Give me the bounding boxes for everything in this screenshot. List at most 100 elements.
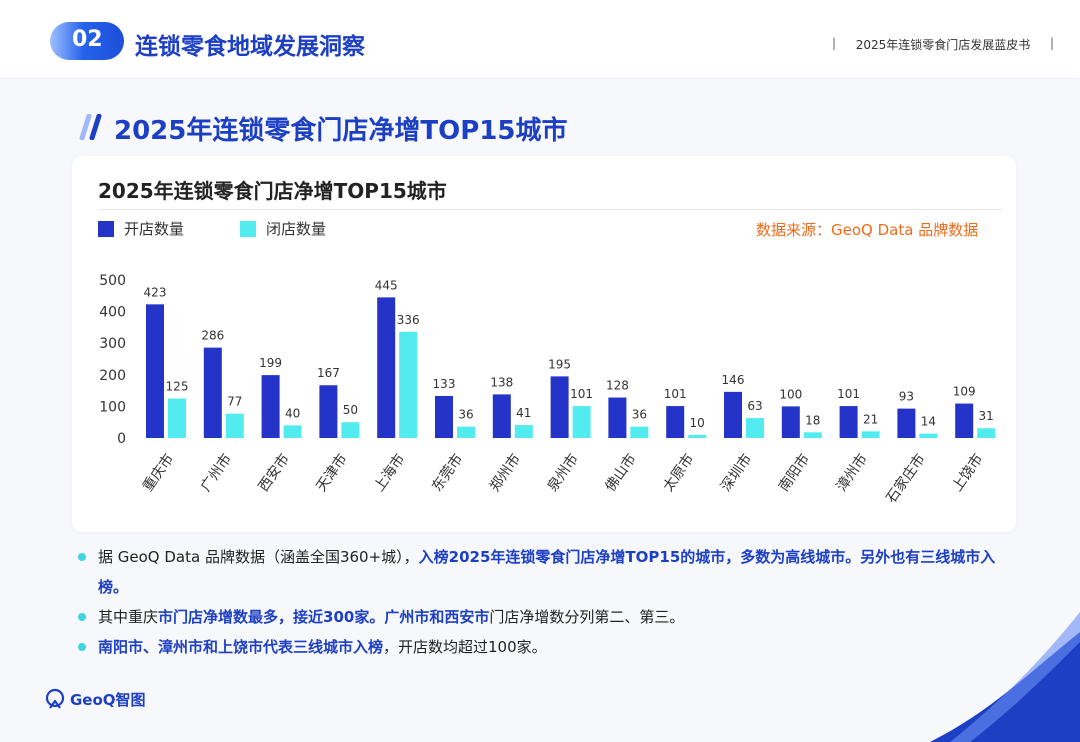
x-tick-label: 重庆市 bbox=[139, 451, 177, 495]
bar bbox=[225, 413, 244, 438]
bullet-text: 其中重庆 bbox=[98, 608, 159, 626]
bar bbox=[168, 398, 186, 438]
bullet-highlight: 入榜2025年连锁零食门店净增TOP15的城市，多数为高线城市。另外也有三线城市… bbox=[98, 548, 996, 596]
x-tick-label: 石家庄市 bbox=[883, 451, 929, 507]
bar bbox=[377, 297, 396, 438]
data-label: 101 bbox=[837, 387, 860, 401]
data-label: 41 bbox=[516, 406, 531, 420]
data-label: 77 bbox=[227, 395, 242, 409]
report-title: | 2025年连锁零食门店发展蓝皮书 | bbox=[832, 36, 1054, 52]
data-label: 31 bbox=[979, 409, 994, 423]
bar bbox=[146, 304, 164, 438]
bullet-item: 其中重庆市门店净增数最多，接近300家。广州市和西安市门店净增数分列第二、第三。 bbox=[78, 602, 1018, 632]
x-tick-label: 上饶市 bbox=[948, 451, 986, 495]
bar bbox=[781, 406, 800, 438]
bar bbox=[492, 394, 511, 438]
x-tick-label: 广州市 bbox=[197, 451, 235, 495]
x-tick-label: 东莞市 bbox=[428, 451, 466, 495]
data-label: 336 bbox=[397, 313, 420, 327]
bullet-item: 据 GeoQ Data 品牌数据（涵盖全国360+城），入榜2025年连锁零食门… bbox=[78, 542, 1018, 602]
page-title: 2025年连锁零食门店净增TOP15城市 bbox=[114, 116, 568, 146]
bar bbox=[435, 395, 453, 438]
bar bbox=[897, 408, 916, 438]
chart-legend: 开店数量 闭店数量 bbox=[98, 218, 382, 239]
x-tick-label: 佛山市 bbox=[602, 451, 640, 495]
data-label: 50 bbox=[343, 403, 358, 417]
bullet-text-end: ，开店数均超过100家。 bbox=[383, 638, 547, 656]
header-bar: 02 连锁零食地域发展洞察 | 2025年连锁零食门店发展蓝皮书 | bbox=[0, 0, 1080, 79]
corner-decoration bbox=[930, 612, 1080, 742]
data-label: 128 bbox=[606, 379, 629, 393]
data-label: 100 bbox=[779, 387, 802, 401]
bar bbox=[203, 347, 222, 438]
bar bbox=[724, 391, 742, 438]
data-label: 101 bbox=[570, 387, 593, 401]
bullet-highlight: 南阳市、漳州市和上饶市代表三线城市入榜 bbox=[98, 638, 384, 656]
y-tick-label: 0 bbox=[117, 431, 126, 447]
y-tick-label: 400 bbox=[99, 305, 126, 321]
bar bbox=[514, 425, 533, 438]
data-label: 36 bbox=[458, 408, 473, 422]
bar bbox=[341, 422, 360, 438]
brand-name: GeoQ智图 bbox=[70, 690, 146, 709]
bar bbox=[861, 431, 880, 438]
bar bbox=[399, 331, 418, 438]
x-tick-label: 南阳市 bbox=[775, 451, 813, 495]
data-label: 445 bbox=[375, 278, 398, 292]
brand-logo: GeoQ智图 bbox=[44, 688, 146, 710]
title-slash-icon bbox=[79, 114, 102, 140]
legend-label-close: 闭店数量 bbox=[266, 220, 327, 238]
x-tick-label: 深圳市 bbox=[717, 451, 755, 495]
legend-swatch-open bbox=[98, 220, 114, 237]
bar bbox=[666, 406, 685, 438]
legend-item-open: 开店数量 bbox=[98, 218, 184, 239]
chart-title: 2025年连锁零食门店净增TOP15城市 bbox=[98, 179, 447, 203]
x-tick-label: 漳州市 bbox=[833, 451, 871, 495]
data-label: 36 bbox=[632, 408, 647, 422]
data-label: 167 bbox=[317, 366, 340, 380]
data-label: 40 bbox=[285, 406, 300, 420]
section-number: 02 bbox=[72, 27, 103, 52]
bullet-list: 据 GeoQ Data 品牌数据（涵盖全国360+城），入榜2025年连锁零食门… bbox=[78, 542, 1018, 662]
data-label: 63 bbox=[747, 399, 762, 413]
legend-swatch-close bbox=[240, 220, 257, 237]
data-label: 138 bbox=[490, 375, 513, 389]
data-label: 18 bbox=[805, 413, 820, 427]
bar bbox=[457, 426, 475, 438]
data-label: 146 bbox=[722, 373, 745, 387]
data-label: 10 bbox=[690, 416, 705, 430]
bullet-item: 南阳市、漳州市和上饶市代表三线城市入榜，开店数均超过100家。 bbox=[78, 632, 1018, 662]
bar bbox=[688, 434, 707, 438]
section-badge bbox=[50, 22, 124, 60]
section-title: 连锁零食地域发展洞察 bbox=[135, 34, 365, 60]
bar bbox=[919, 433, 938, 438]
data-label: 423 bbox=[144, 285, 167, 299]
bar bbox=[977, 428, 996, 438]
legend-label-open: 开店数量 bbox=[124, 220, 185, 238]
bar bbox=[746, 418, 764, 438]
bullet-text-end: 门店净增数分列第二、第三。 bbox=[489, 608, 685, 626]
x-tick-label: 太原市 bbox=[659, 451, 697, 495]
bar bbox=[261, 375, 280, 438]
data-label: 195 bbox=[548, 357, 571, 371]
data-label: 109 bbox=[953, 385, 976, 399]
bar bbox=[839, 406, 858, 438]
legend-item-close: 闭店数量 bbox=[240, 218, 326, 239]
data-label: 133 bbox=[433, 377, 456, 391]
y-tick-label: 500 bbox=[99, 273, 126, 289]
bullet-dot-icon bbox=[78, 643, 86, 651]
data-label: 125 bbox=[166, 380, 189, 394]
data-label: 93 bbox=[899, 390, 914, 404]
x-tick-label: 西安市 bbox=[255, 451, 293, 495]
data-label: 14 bbox=[921, 415, 936, 429]
x-tick-label: 天津市 bbox=[313, 451, 351, 495]
y-tick-label: 300 bbox=[99, 336, 126, 352]
bar bbox=[550, 376, 569, 438]
data-label: 101 bbox=[664, 387, 687, 401]
bar bbox=[608, 397, 627, 438]
bar bbox=[319, 385, 338, 438]
y-tick-label: 200 bbox=[99, 368, 126, 384]
brand-logo-icon bbox=[45, 688, 65, 709]
bar bbox=[803, 432, 822, 438]
